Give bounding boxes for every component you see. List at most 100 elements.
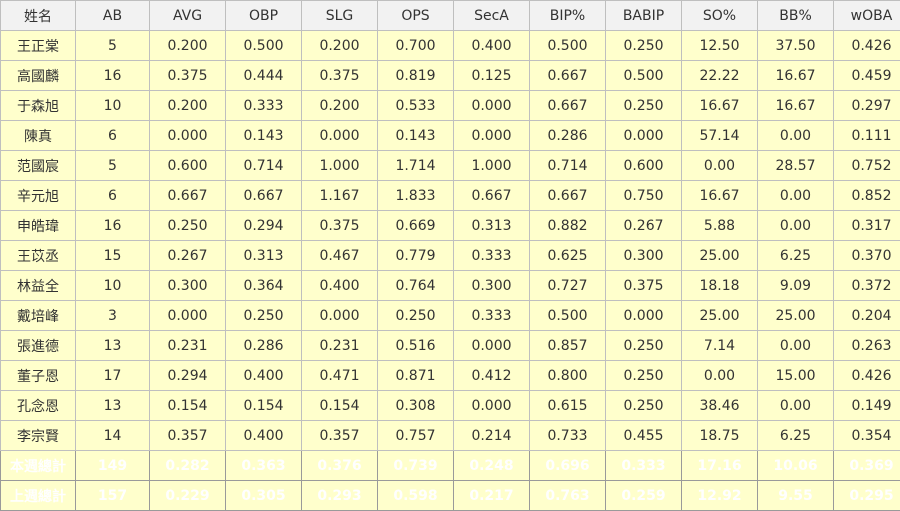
- stat-cell-babip: 0.375: [606, 271, 682, 301]
- stat-cell-babip: 0.750: [606, 181, 682, 211]
- stat-cell-avg: 0.200: [150, 91, 226, 121]
- totals-cell-avg: 0.282: [150, 451, 226, 481]
- stat-cell-ab: 6: [76, 181, 150, 211]
- stat-cell-avg: 0.231: [150, 331, 226, 361]
- stat-cell-babip: 0.250: [606, 391, 682, 421]
- stat-cell-ops: 0.516: [378, 331, 454, 361]
- stat-cell-seca: 0.000: [454, 91, 530, 121]
- stat-cell-ops: 1.833: [378, 181, 454, 211]
- stat-cell-bip-pct: 0.667: [530, 181, 606, 211]
- stat-cell-obp: 0.286: [226, 331, 302, 361]
- totals-cell-bip-pct: 0.763: [530, 481, 606, 511]
- stat-cell-ops: 0.669: [378, 211, 454, 241]
- column-header-bip-pct[interactable]: BIP%: [530, 1, 606, 31]
- player-name-cell: 高國麟: [1, 61, 76, 91]
- stat-cell-avg: 0.250: [150, 211, 226, 241]
- column-header-bb-pct[interactable]: BB%: [758, 1, 834, 31]
- stat-cell-slg: 0.467: [302, 241, 378, 271]
- column-header-avg[interactable]: AVG: [150, 1, 226, 31]
- stat-cell-obp: 0.294: [226, 211, 302, 241]
- stat-cell-woba: 0.149: [834, 391, 900, 421]
- stat-cell-so-pct: 57.14: [682, 121, 758, 151]
- stat-cell-bip-pct: 0.625: [530, 241, 606, 271]
- column-header-woba[interactable]: wOBA: [834, 1, 900, 31]
- stat-cell-ops: 0.819: [378, 61, 454, 91]
- column-header-obp[interactable]: OBP: [226, 1, 302, 31]
- totals-cell-babip: 0.259: [606, 481, 682, 511]
- stat-cell-slg: 0.375: [302, 61, 378, 91]
- stat-cell-bb-pct: 28.57: [758, 151, 834, 181]
- stat-cell-bip-pct: 0.733: [530, 421, 606, 451]
- player-name-cell: 申皓瑋: [1, 211, 76, 241]
- stat-cell-so-pct: 5.88: [682, 211, 758, 241]
- stat-cell-slg: 1.167: [302, 181, 378, 211]
- stat-cell-slg: 0.154: [302, 391, 378, 421]
- stat-cell-babip: 0.250: [606, 361, 682, 391]
- stat-cell-so-pct: 18.18: [682, 271, 758, 301]
- stat-cell-woba: 0.204: [834, 301, 900, 331]
- stat-cell-obp: 0.143: [226, 121, 302, 151]
- stat-cell-bb-pct: 16.67: [758, 61, 834, 91]
- stat-cell-woba: 0.370: [834, 241, 900, 271]
- stat-cell-woba: 0.263: [834, 331, 900, 361]
- stat-cell-obp: 0.333: [226, 91, 302, 121]
- totals-cell-ops: 0.739: [378, 451, 454, 481]
- stat-cell-seca: 0.333: [454, 301, 530, 331]
- stat-cell-seca: 0.125: [454, 61, 530, 91]
- stat-cell-ab: 17: [76, 361, 150, 391]
- stat-cell-seca: 0.333: [454, 241, 530, 271]
- column-header-ops[interactable]: OPS: [378, 1, 454, 31]
- stat-cell-slg: 0.400: [302, 271, 378, 301]
- column-header-seca[interactable]: SecA: [454, 1, 530, 31]
- stat-cell-avg: 0.294: [150, 361, 226, 391]
- stat-cell-ops: 0.533: [378, 91, 454, 121]
- stat-cell-seca: 0.400: [454, 31, 530, 61]
- stat-cell-ops: 1.714: [378, 151, 454, 181]
- totals-cell-obp: 0.305: [226, 481, 302, 511]
- stat-cell-ab: 16: [76, 211, 150, 241]
- stat-cell-so-pct: 12.50: [682, 31, 758, 61]
- stat-cell-seca: 0.313: [454, 211, 530, 241]
- stat-cell-avg: 0.267: [150, 241, 226, 271]
- stat-cell-so-pct: 16.67: [682, 91, 758, 121]
- stat-cell-woba: 0.752: [834, 151, 900, 181]
- column-header-name[interactable]: 姓名: [1, 1, 76, 31]
- stat-cell-bip-pct: 0.615: [530, 391, 606, 421]
- player-name-cell: 王苡丞: [1, 241, 76, 271]
- stat-cell-slg: 0.357: [302, 421, 378, 451]
- totals-cell-woba: 0.369: [834, 451, 900, 481]
- stat-cell-woba: 0.317: [834, 211, 900, 241]
- stat-cell-ops: 0.764: [378, 271, 454, 301]
- stat-cell-slg: 0.000: [302, 301, 378, 331]
- totals-cell-babip: 0.333: [606, 451, 682, 481]
- stat-cell-obp: 0.250: [226, 301, 302, 331]
- stat-cell-bb-pct: 37.50: [758, 31, 834, 61]
- stat-cell-obp: 0.444: [226, 61, 302, 91]
- stat-cell-bb-pct: 6.25: [758, 241, 834, 271]
- column-header-babip[interactable]: BABIP: [606, 1, 682, 31]
- player-name-cell: 于森旭: [1, 91, 76, 121]
- stat-cell-woba: 0.459: [834, 61, 900, 91]
- totals-label-cell: 上週總計: [1, 481, 76, 511]
- player-name-cell: 陳真: [1, 121, 76, 151]
- stat-cell-bb-pct: 0.00: [758, 331, 834, 361]
- stat-cell-obp: 0.313: [226, 241, 302, 271]
- player-name-cell: 王正棠: [1, 31, 76, 61]
- column-header-ab[interactable]: AB: [76, 1, 150, 31]
- column-header-so-pct[interactable]: SO%: [682, 1, 758, 31]
- stat-cell-obp: 0.714: [226, 151, 302, 181]
- stat-cell-obp: 0.400: [226, 361, 302, 391]
- stat-cell-ab: 10: [76, 91, 150, 121]
- stat-cell-seca: 0.000: [454, 391, 530, 421]
- column-header-slg[interactable]: SLG: [302, 1, 378, 31]
- stat-cell-babip: 0.250: [606, 331, 682, 361]
- totals-cell-so-pct: 12.92: [682, 481, 758, 511]
- stat-cell-so-pct: 0.00: [682, 361, 758, 391]
